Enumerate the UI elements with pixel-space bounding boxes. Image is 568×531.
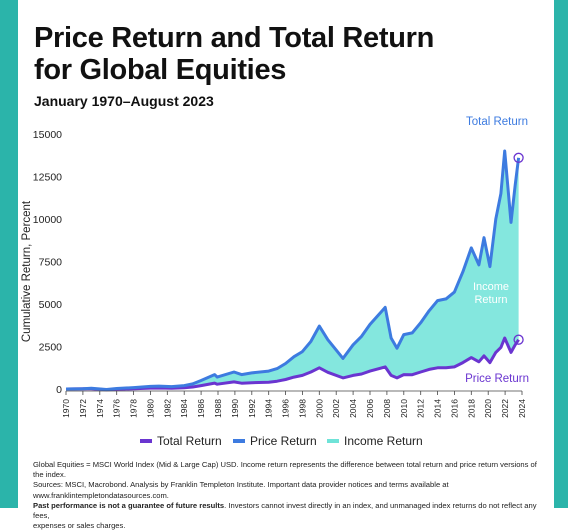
- legend-label-income-return: Income Return: [344, 434, 423, 448]
- x-tick-label: 2016: [449, 399, 459, 418]
- legend-label-total-return: Total Return: [157, 434, 222, 448]
- footnote-disclaimer-bold: Past performance is not a guarantee of f…: [33, 500, 225, 510]
- y-axis-label: Cumulative Return, Percent: [21, 200, 33, 342]
- annotations-group: Total Return Price Return Income Return: [465, 116, 529, 385]
- y-tick-label: 2500: [39, 342, 63, 354]
- x-tick-label: 1988: [213, 399, 223, 418]
- x-tick-label: 2010: [399, 399, 409, 418]
- x-tick-label: 1998: [297, 399, 307, 418]
- x-tick-label: 1972: [78, 399, 88, 418]
- x-tick-label: 1994: [264, 399, 274, 418]
- x-tick-label: 2008: [382, 399, 392, 418]
- x-tick-label: 1980: [145, 399, 155, 418]
- x-tick-label: 1970: [61, 399, 71, 418]
- x-tick-label: 2022: [500, 399, 510, 418]
- y-tick-label: 12500: [33, 172, 62, 184]
- x-tick-label: 1976: [112, 399, 122, 418]
- x-tick-label: 1984: [179, 399, 189, 418]
- x-tick-label: 2012: [416, 399, 426, 418]
- chart-title: Price Return and Total Return for Global…: [34, 22, 504, 86]
- total-return-line: [65, 149, 521, 391]
- income-return-annotation-line-1: Income: [473, 281, 509, 293]
- x-tick-label: 2018: [466, 399, 476, 418]
- x-tick-label: 2006: [365, 399, 375, 418]
- footnote-line-3: Past performance is not a guarantee of f…: [33, 501, 543, 521]
- x-tick-label: 1990: [230, 399, 240, 418]
- x-tick-label: 2000: [314, 399, 324, 418]
- income-return-annotation-line-2: Return: [474, 294, 507, 306]
- chart-svg: 0 2500 5000 7500 10000 12500 15000 1970 1972 1974…: [21, 116, 529, 448]
- footnote-line-2: Sources: MSCI, Macrobond. Analysis by Fr…: [33, 480, 449, 500]
- x-tick-label: 2020: [483, 399, 493, 418]
- footnote-line-1: Global Equities = MSCI World Index (Mid …: [33, 460, 537, 480]
- y-tick-label: 7500: [39, 257, 63, 269]
- series-lines-group: [65, 149, 524, 392]
- x-tick-label: 2002: [331, 399, 341, 418]
- total-return-endpoint-marker: [513, 152, 524, 163]
- legend-label-price-return: Price Return: [250, 434, 317, 448]
- x-tick-label: 2014: [433, 399, 443, 418]
- price-return-line: [65, 336, 520, 392]
- x-tick-label: 1978: [129, 399, 139, 418]
- income-return-area: [66, 151, 519, 390]
- x-tick-label: 1996: [281, 399, 291, 418]
- left-border: [0, 0, 18, 508]
- legend: Total Return Price Return Income Return: [140, 434, 423, 448]
- total-return-annotation: Total Return: [466, 116, 528, 128]
- x-tick-label: 1986: [196, 399, 206, 418]
- y-tick-label: 5000: [39, 299, 63, 311]
- y-tick-label: 10000: [33, 214, 62, 226]
- chart-subtitle: January 1970–August 2023: [34, 93, 214, 109]
- title-line-2: for Global Equities: [34, 54, 287, 86]
- income-return-area-group: [66, 151, 519, 390]
- axes-group: 0 2500 5000 7500 10000 12500 15000 1970 1972 1974…: [21, 129, 527, 418]
- x-tick-label: 2024: [517, 399, 527, 418]
- price-return-endpoint-marker: [513, 334, 524, 345]
- y-tick-label: 15000: [33, 129, 62, 141]
- x-tick-label: 1982: [162, 399, 172, 418]
- price-return-annotation: Price Return: [465, 373, 529, 385]
- footnote-line-4: expenses or sales charges.: [33, 521, 126, 531]
- x-tick-label: 2004: [348, 399, 358, 418]
- right-border: [554, 0, 568, 508]
- x-tick-label: 1974: [95, 399, 105, 418]
- footnote: Global Equities = MSCI World Index (Mid …: [33, 460, 543, 531]
- title-line-1: Price Return and Total Return: [34, 22, 435, 54]
- chart-card: [18, 8, 554, 508]
- x-tick-label: 1992: [247, 399, 257, 418]
- y-tick-label: 0: [56, 384, 62, 396]
